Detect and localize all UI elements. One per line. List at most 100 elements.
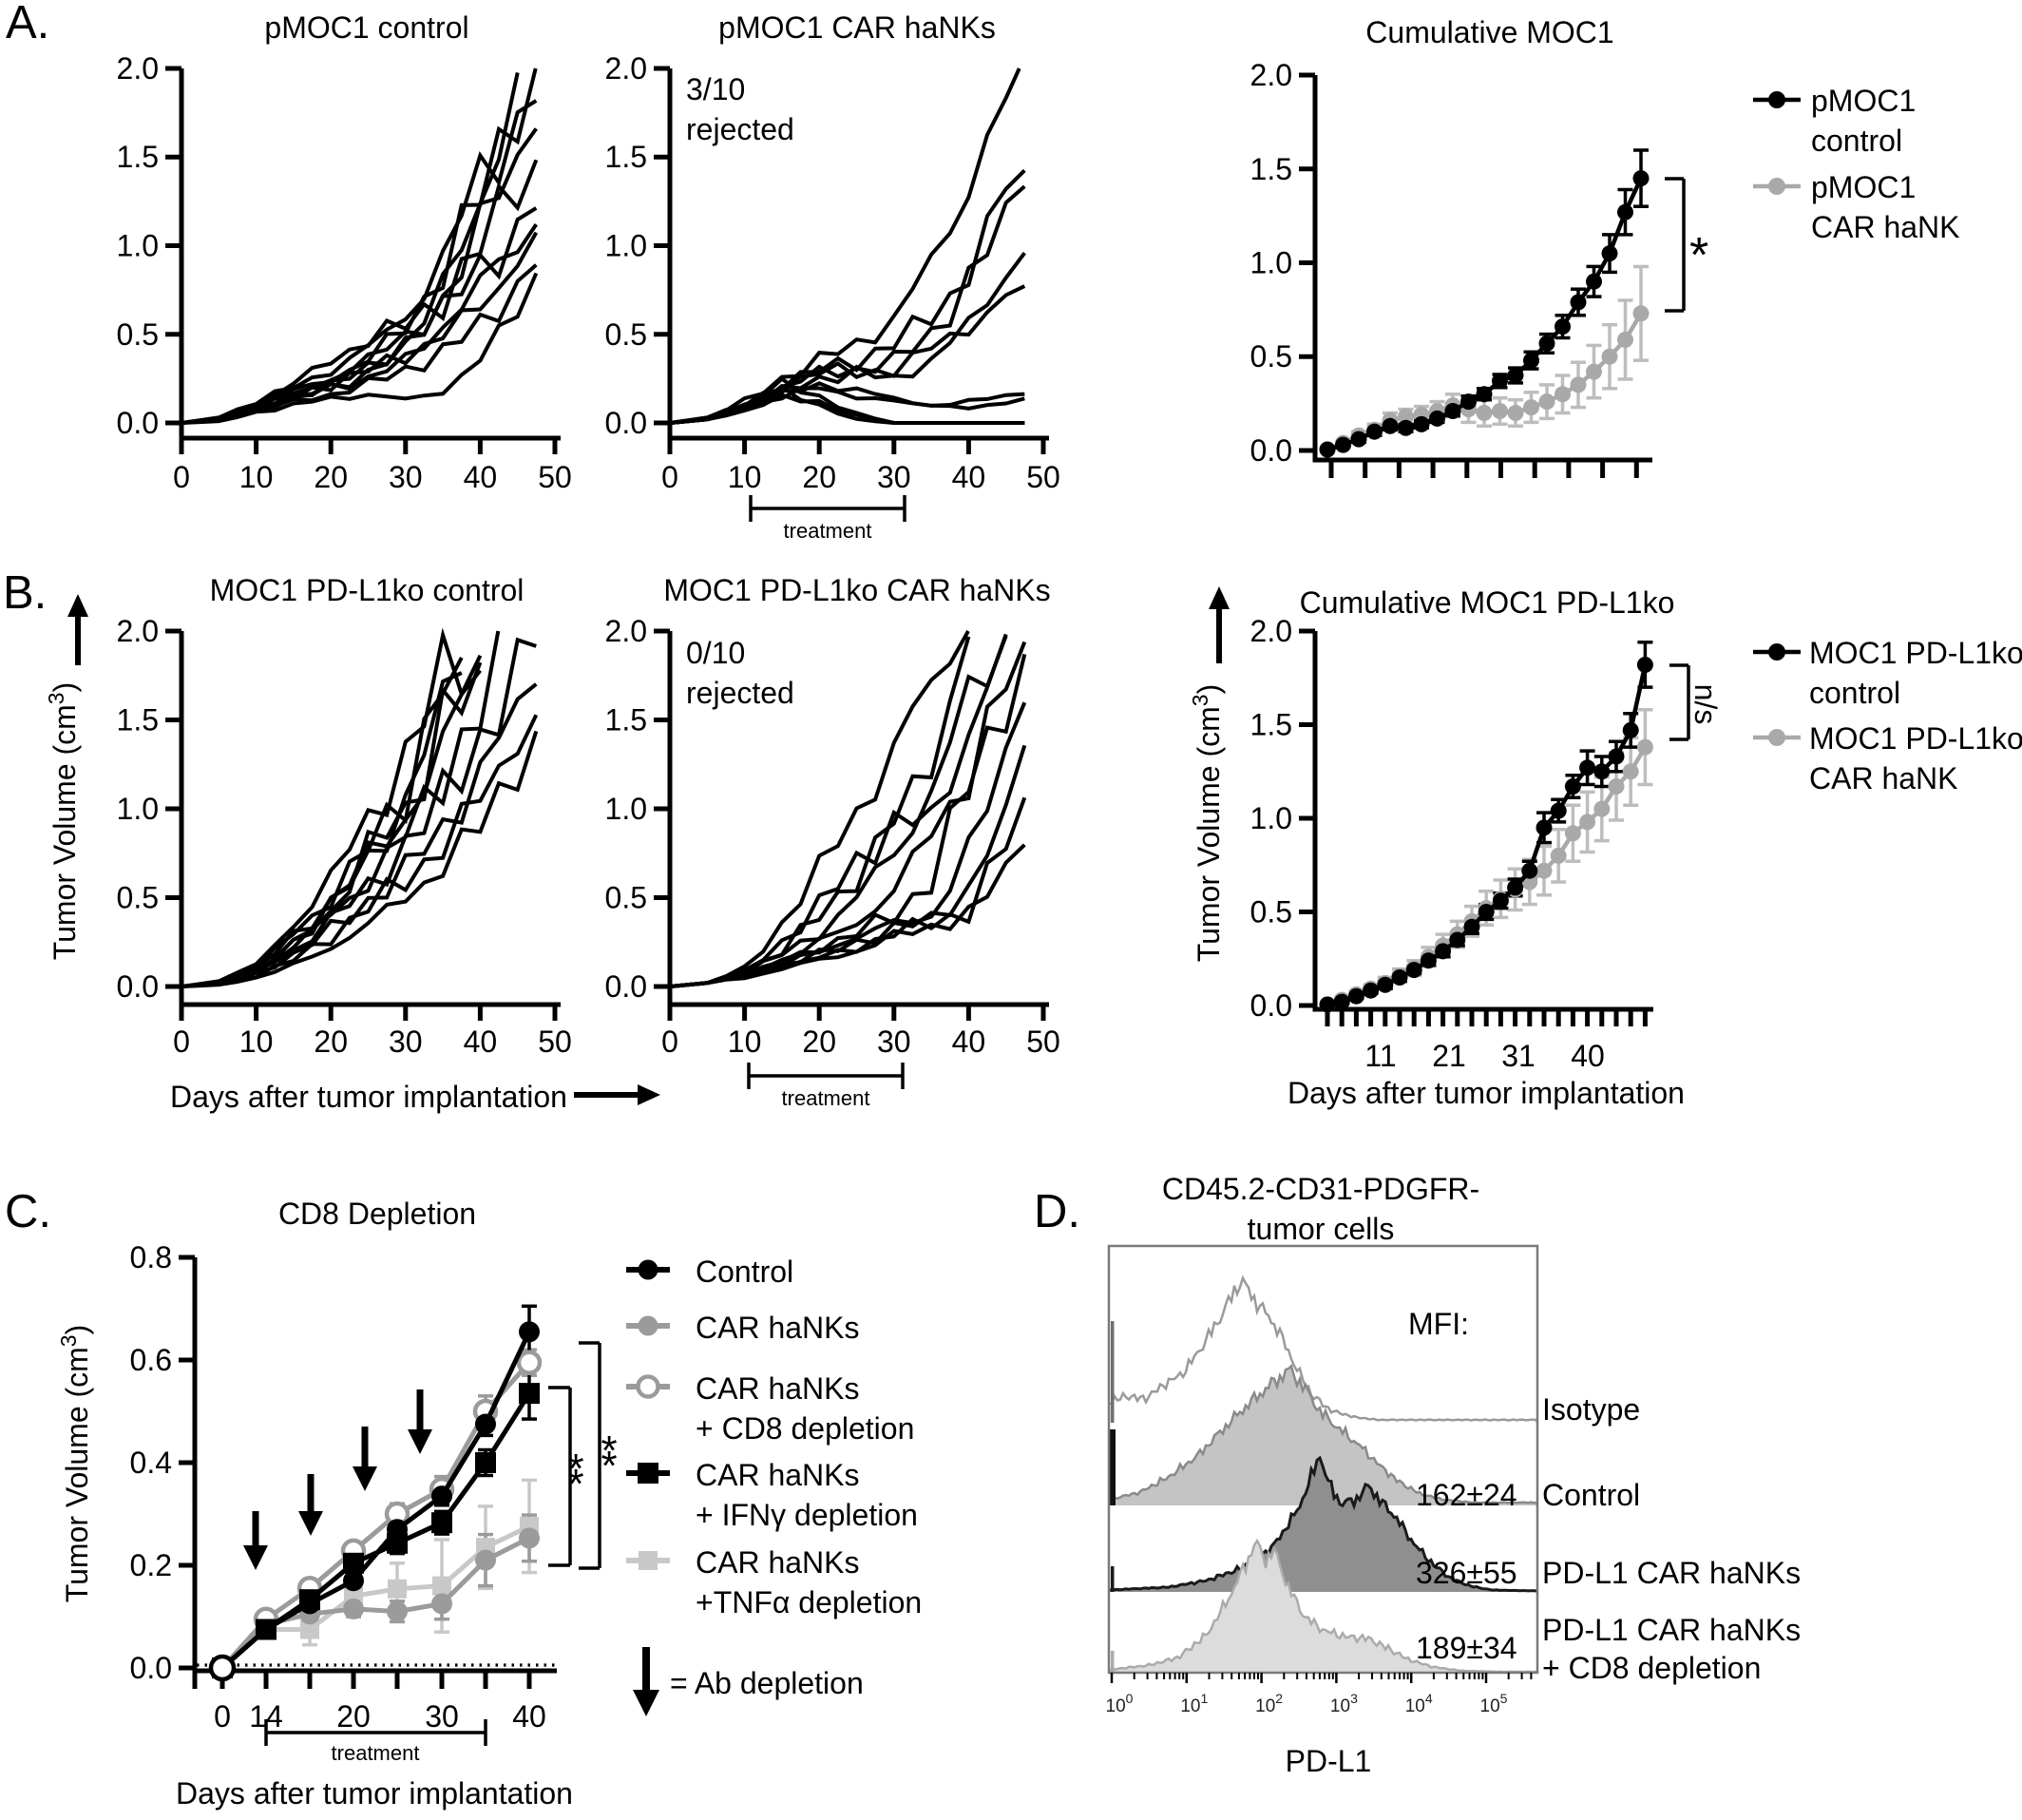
- svg-text:0.5: 0.5: [1250, 895, 1292, 929]
- svg-text:1.5: 1.5: [605, 703, 647, 738]
- svg-text:pMOC1 CAR haNKs: pMOC1 CAR haNKs: [718, 10, 996, 45]
- svg-text:0.5: 0.5: [605, 317, 647, 352]
- svg-text:0.0: 0.0: [605, 969, 647, 1004]
- svg-text:*: *: [601, 1443, 617, 1489]
- svg-text:pMOC1: pMOC1: [1811, 84, 1916, 118]
- svg-text:0.5: 0.5: [605, 881, 647, 915]
- svg-text:Tumor Volume (cm3): Tumor Volume (cm3): [56, 1325, 94, 1603]
- svg-text:MOC1 PD-L1ko: MOC1 PD-L1ko: [1809, 636, 2022, 670]
- svg-text:0/10: 0/10: [686, 636, 745, 670]
- svg-text:Tumor Volume (cm3): Tumor Volume (cm3): [44, 682, 82, 961]
- svg-text:CAR haNK: CAR haNK: [1809, 761, 1958, 795]
- svg-text:40: 40: [512, 1699, 546, 1734]
- svg-text:30: 30: [877, 460, 911, 494]
- svg-text:0.5: 0.5: [117, 881, 159, 915]
- svg-text:1.0: 1.0: [1250, 246, 1292, 280]
- svg-text:40: 40: [464, 1025, 498, 1059]
- svg-text:Days after tumor implantation: Days after tumor implantation: [176, 1776, 573, 1810]
- svg-text:treatment: treatment: [332, 1741, 420, 1765]
- svg-text:30: 30: [389, 460, 423, 494]
- svg-text:50: 50: [1026, 1025, 1060, 1059]
- svg-text:*: *: [1689, 228, 1708, 283]
- svg-text:pMOC1 control: pMOC1 control: [264, 10, 468, 45]
- svg-text:20: 20: [802, 460, 836, 494]
- svg-text:1.0: 1.0: [117, 792, 159, 826]
- svg-text:rejected: rejected: [686, 676, 794, 710]
- svg-text:MFI:: MFI:: [1408, 1307, 1469, 1341]
- svg-text:CAR haNKs: CAR haNKs: [696, 1545, 860, 1580]
- svg-text:CD8 Depletion: CD8 Depletion: [278, 1197, 476, 1231]
- svg-text:control: control: [1811, 124, 1902, 158]
- svg-text:3/10: 3/10: [686, 72, 745, 106]
- svg-text:30: 30: [389, 1025, 423, 1059]
- svg-text:+TNFα depletion: +TNFα depletion: [696, 1585, 922, 1619]
- svg-text:0: 0: [661, 460, 678, 494]
- svg-text:40: 40: [464, 460, 498, 494]
- svg-text:1.0: 1.0: [1250, 801, 1292, 835]
- svg-text:CD45.2-CD31-PDGFR-: CD45.2-CD31-PDGFR-: [1162, 1172, 1479, 1206]
- svg-text:Cumulative MOC1: Cumulative MOC1: [1365, 15, 1613, 49]
- svg-text:2.0: 2.0: [117, 51, 159, 86]
- svg-text:2.0: 2.0: [117, 614, 159, 648]
- svg-text:PD-L1: PD-L1: [1286, 1744, 1372, 1778]
- svg-text:Days after tumor implantation: Days after tumor implantation: [1288, 1076, 1685, 1110]
- svg-text:2.0: 2.0: [605, 614, 647, 648]
- svg-text:1.5: 1.5: [1250, 708, 1292, 742]
- svg-text:10: 10: [728, 460, 762, 494]
- svg-text:0.0: 0.0: [605, 406, 647, 440]
- svg-text:treatment: treatment: [782, 1086, 870, 1110]
- svg-text:control: control: [1809, 676, 1900, 710]
- svg-text:0.5: 0.5: [117, 317, 159, 352]
- svg-text:30: 30: [877, 1025, 911, 1059]
- svg-text:2.0: 2.0: [1250, 614, 1292, 648]
- svg-text:162±24: 162±24: [1416, 1478, 1517, 1512]
- svg-text:0.6: 0.6: [130, 1343, 172, 1377]
- svg-text:A.: A.: [6, 0, 49, 48]
- svg-text:*: *: [567, 1446, 583, 1492]
- svg-text:50: 50: [538, 460, 572, 494]
- svg-text:20: 20: [336, 1699, 371, 1734]
- svg-text:pMOC1: pMOC1: [1811, 170, 1916, 204]
- svg-text:40: 40: [952, 1025, 986, 1059]
- svg-text:CAR haNKs: CAR haNKs: [696, 1458, 860, 1492]
- svg-text:CAR haNKs: CAR haNKs: [696, 1311, 860, 1345]
- svg-text:0: 0: [214, 1699, 231, 1734]
- svg-text:0.2: 0.2: [130, 1548, 172, 1582]
- svg-text:MOC1 PD-L1ko: MOC1 PD-L1ko: [1809, 721, 2022, 756]
- svg-text:*: *: [601, 1427, 617, 1474]
- svg-text:1.0: 1.0: [605, 792, 647, 826]
- svg-text:0.0: 0.0: [130, 1651, 172, 1685]
- svg-text:1.0: 1.0: [117, 229, 159, 263]
- svg-text:50: 50: [538, 1025, 572, 1059]
- svg-text:31: 31: [1501, 1039, 1536, 1073]
- svg-text:0: 0: [661, 1025, 678, 1059]
- svg-text:50: 50: [1026, 460, 1060, 494]
- svg-text:0: 0: [173, 460, 190, 494]
- svg-text:n/s: n/s: [1688, 684, 1723, 725]
- svg-text:0.4: 0.4: [130, 1446, 172, 1480]
- svg-text:Cumulative MOC1 PD-L1ko: Cumulative MOC1 PD-L1ko: [1300, 585, 1675, 620]
- svg-text:189±34: 189±34: [1416, 1631, 1517, 1665]
- svg-text:Tumor Volume (cm3): Tumor Volume (cm3): [1188, 684, 1226, 963]
- svg-text:1.5: 1.5: [117, 140, 159, 174]
- svg-text:= Ab depletion: = Ab depletion: [670, 1666, 864, 1700]
- svg-text:326±55: 326±55: [1416, 1556, 1517, 1590]
- svg-text:0.5: 0.5: [1250, 339, 1292, 374]
- svg-text:Isotype: Isotype: [1542, 1392, 1640, 1427]
- svg-text:1.5: 1.5: [1250, 152, 1292, 186]
- svg-text:tumor cells: tumor cells: [1248, 1212, 1395, 1246]
- svg-text:0.8: 0.8: [130, 1240, 172, 1274]
- svg-text:20: 20: [314, 460, 348, 494]
- svg-text:MOC1 PD-L1ko CAR haNKs: MOC1 PD-L1ko CAR haNKs: [663, 573, 1050, 607]
- svg-text:C.: C.: [5, 1186, 51, 1237]
- svg-text:+ CD8 depletion: + CD8 depletion: [696, 1411, 914, 1446]
- svg-text:2.0: 2.0: [1250, 58, 1292, 92]
- svg-text:40: 40: [1571, 1039, 1605, 1073]
- svg-text:D.: D.: [1034, 1186, 1080, 1237]
- svg-text:Control: Control: [1542, 1478, 1640, 1512]
- svg-text:treatment: treatment: [784, 519, 872, 543]
- svg-text:21: 21: [1432, 1039, 1466, 1073]
- svg-text:1.0: 1.0: [605, 229, 647, 263]
- svg-text:40: 40: [952, 460, 986, 494]
- svg-text:B.: B.: [3, 567, 47, 619]
